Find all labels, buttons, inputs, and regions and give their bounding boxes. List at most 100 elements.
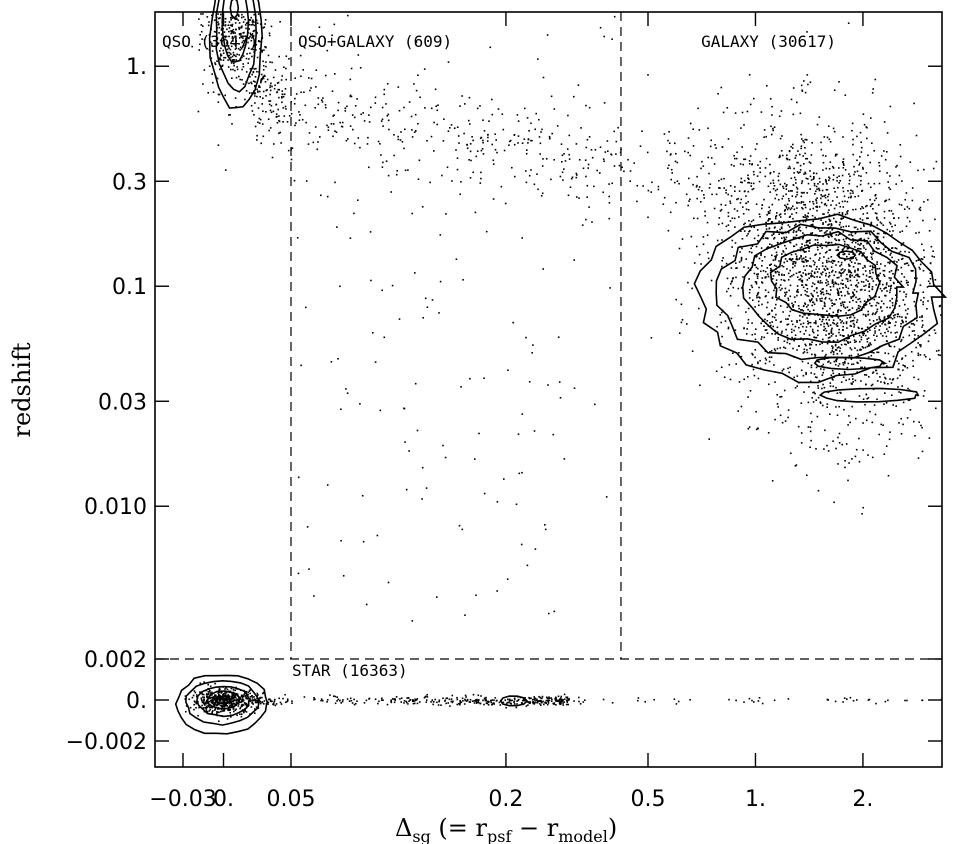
data-point bbox=[820, 368, 822, 370]
data-point bbox=[788, 342, 791, 345]
data-point bbox=[647, 74, 649, 76]
data-point bbox=[816, 291, 818, 294]
data-point bbox=[864, 270, 867, 272]
data-point bbox=[862, 207, 865, 209]
data-point bbox=[197, 110, 200, 113]
data-point bbox=[783, 346, 785, 349]
data-point bbox=[344, 107, 347, 109]
data-point bbox=[890, 252, 892, 255]
data-point bbox=[799, 153, 801, 156]
data-point bbox=[403, 147, 405, 150]
data-point bbox=[449, 127, 451, 129]
data-point bbox=[859, 238, 862, 240]
data-point bbox=[813, 263, 816, 266]
data-point bbox=[475, 700, 478, 703]
data-point bbox=[280, 79, 283, 81]
data-point bbox=[211, 43, 213, 45]
data-point bbox=[400, 697, 403, 699]
data-point bbox=[393, 698, 395, 700]
data-point bbox=[834, 343, 837, 346]
data-point bbox=[930, 245, 933, 248]
data-point bbox=[769, 351, 771, 353]
data-point bbox=[230, 687, 233, 690]
data-point bbox=[853, 276, 856, 278]
data-point bbox=[816, 246, 819, 249]
data-point bbox=[848, 234, 850, 236]
data-point bbox=[823, 136, 826, 138]
data-point bbox=[859, 300, 862, 303]
data-point bbox=[251, 697, 254, 699]
data-point bbox=[687, 137, 690, 139]
data-point bbox=[751, 352, 753, 355]
data-point bbox=[432, 701, 435, 703]
data-point bbox=[803, 348, 806, 351]
data-point bbox=[807, 295, 810, 297]
data-point bbox=[911, 187, 914, 189]
data-point bbox=[888, 277, 891, 279]
data-point bbox=[800, 202, 802, 204]
data-point bbox=[821, 320, 823, 323]
data-point bbox=[674, 181, 676, 184]
data-point bbox=[900, 280, 903, 283]
data-point bbox=[860, 280, 863, 283]
data-point bbox=[902, 299, 905, 301]
data-point bbox=[754, 306, 756, 308]
data-point bbox=[842, 158, 845, 160]
data-point bbox=[809, 242, 811, 244]
data-point bbox=[804, 293, 807, 296]
data-point bbox=[913, 300, 916, 303]
data-point bbox=[476, 699, 479, 702]
data-point bbox=[232, 43, 235, 45]
data-point bbox=[268, 698, 270, 701]
data-point bbox=[236, 68, 239, 71]
data-point bbox=[810, 364, 813, 367]
data-point bbox=[854, 262, 856, 264]
data-point bbox=[821, 265, 824, 267]
data-point bbox=[812, 295, 814, 298]
data-point bbox=[774, 307, 776, 309]
data-point bbox=[290, 101, 292, 103]
data-point bbox=[439, 280, 442, 283]
data-point bbox=[825, 189, 828, 191]
data-point bbox=[485, 698, 487, 701]
data-point bbox=[207, 705, 209, 707]
data-point bbox=[482, 699, 484, 702]
data-point bbox=[248, 690, 251, 692]
data-point bbox=[529, 702, 531, 705]
data-point bbox=[232, 707, 235, 709]
data-point bbox=[756, 229, 759, 231]
data-point bbox=[787, 299, 790, 301]
data-point bbox=[879, 287, 882, 290]
data-point bbox=[861, 189, 864, 192]
data-point bbox=[476, 701, 478, 704]
data-point bbox=[871, 456, 874, 459]
data-point bbox=[771, 278, 774, 280]
data-point bbox=[234, 22, 237, 24]
data-point bbox=[797, 425, 800, 428]
data-point bbox=[915, 134, 918, 137]
data-point bbox=[270, 111, 273, 114]
data-point bbox=[847, 287, 850, 290]
data-point bbox=[896, 360, 898, 362]
data-point bbox=[796, 258, 799, 261]
data-point bbox=[688, 177, 690, 180]
data-point bbox=[823, 268, 826, 270]
data-point bbox=[445, 697, 447, 700]
data-point bbox=[329, 694, 331, 696]
data-point bbox=[820, 229, 823, 232]
data-point bbox=[865, 374, 868, 376]
data-point bbox=[904, 355, 907, 357]
data-point bbox=[747, 427, 750, 430]
data-point bbox=[876, 380, 879, 382]
data-point bbox=[854, 347, 856, 349]
data-point bbox=[795, 243, 798, 246]
data-point bbox=[873, 298, 876, 301]
data-point bbox=[747, 181, 749, 184]
data-point bbox=[650, 337, 653, 339]
data-point bbox=[239, 713, 241, 715]
data-point bbox=[537, 188, 539, 191]
data-point bbox=[749, 103, 752, 106]
qso-contour bbox=[215, 0, 258, 93]
data-point bbox=[843, 339, 846, 342]
data-point bbox=[513, 700, 516, 702]
